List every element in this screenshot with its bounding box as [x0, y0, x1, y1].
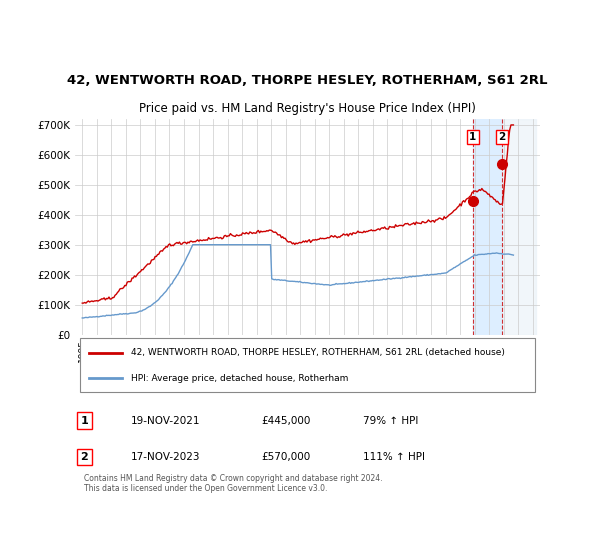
Text: Contains HM Land Registry data © Crown copyright and database right 2024.
This d: Contains HM Land Registry data © Crown c… [84, 474, 383, 493]
Text: 42, WENTWORTH ROAD, THORPE HESLEY, ROTHERHAM, S61 2RL: 42, WENTWORTH ROAD, THORPE HESLEY, ROTHE… [67, 73, 548, 87]
Text: £445,000: £445,000 [261, 416, 310, 426]
Text: HPI: Average price, detached house, Rotherham: HPI: Average price, detached house, Roth… [131, 374, 348, 382]
Text: £570,000: £570,000 [261, 452, 310, 462]
Bar [473, 119, 502, 334]
Text: 111% ↑ HPI: 111% ↑ HPI [364, 452, 425, 462]
Text: 2: 2 [498, 132, 505, 142]
FancyBboxPatch shape [80, 338, 535, 392]
Text: 1: 1 [80, 416, 88, 426]
Text: Price paid vs. HM Land Registry's House Price Index (HPI): Price paid vs. HM Land Registry's House … [139, 102, 476, 115]
Text: 2: 2 [80, 452, 88, 462]
Text: 17-NOV-2023: 17-NOV-2023 [131, 452, 200, 462]
Bar [502, 119, 536, 334]
Text: 79% ↑ HPI: 79% ↑ HPI [364, 416, 419, 426]
Text: 1: 1 [469, 132, 476, 142]
Text: 19-NOV-2021: 19-NOV-2021 [131, 416, 200, 426]
Text: 42, WENTWORTH ROAD, THORPE HESLEY, ROTHERHAM, S61 2RL (detached house): 42, WENTWORTH ROAD, THORPE HESLEY, ROTHE… [131, 348, 505, 357]
